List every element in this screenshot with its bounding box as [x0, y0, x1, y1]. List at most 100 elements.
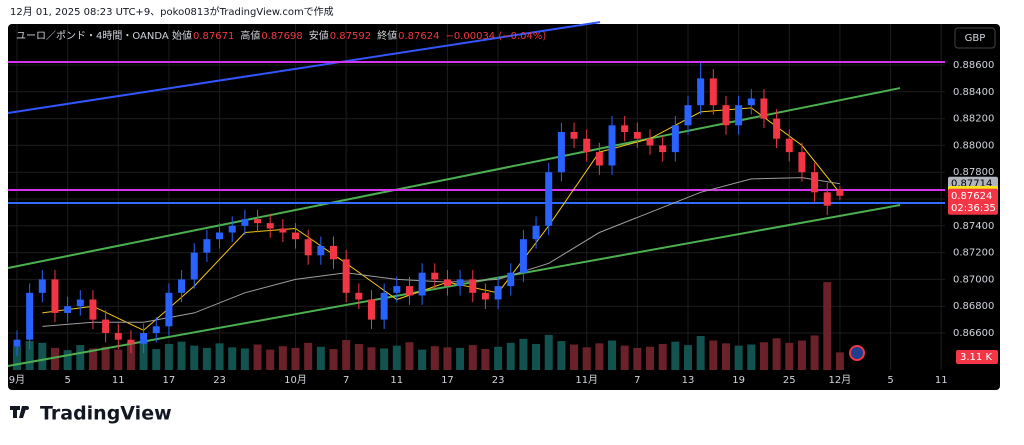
candle-body [355, 292, 363, 300]
volume-bar [50, 347, 59, 370]
currency[interactable]: GBP [965, 33, 986, 44]
x-tick-label: 17 [441, 375, 454, 386]
volume-bar [608, 340, 617, 370]
candle-body [443, 279, 451, 287]
candle-body [785, 138, 793, 153]
slow-ma-tag: 0.87714 [951, 179, 992, 190]
x-tick-label: 7 [343, 375, 349, 386]
candle-body [545, 172, 553, 226]
volume-bar [76, 345, 85, 370]
volume-bar [342, 339, 351, 370]
volume-bar [177, 341, 186, 370]
candle-body [418, 272, 426, 296]
y-tick-label: 0.87000 [953, 274, 994, 285]
volume-bar [114, 349, 123, 370]
volume-bar [228, 347, 237, 370]
x-tick-label: 17 [163, 375, 176, 386]
x-tick-label: 23 [213, 375, 226, 386]
candle-body [747, 98, 755, 106]
ohlc-label: 終値 [377, 29, 397, 42]
volume-bar [734, 345, 743, 370]
volume-bar [772, 338, 781, 370]
volume-bar [278, 346, 287, 370]
volume-bar [304, 342, 313, 370]
volume-bar [190, 345, 199, 370]
y-tick-label: 0.87400 [953, 221, 994, 232]
candle-body [671, 125, 679, 153]
volume-bar [63, 350, 72, 370]
candle-body [330, 245, 338, 260]
candle-body [102, 319, 110, 334]
volume-bar [405, 342, 414, 370]
volume-bar [380, 348, 389, 370]
trend-line [7, 87, 901, 270]
volume-bar [646, 346, 655, 370]
candle-body [570, 132, 578, 139]
candle-body [481, 292, 489, 300]
symbol: ユーロ／ポンド・4時間・OANDA [16, 30, 169, 42]
volume-bar [291, 347, 300, 370]
volume-bar [671, 341, 680, 370]
volume-bar [633, 347, 642, 370]
volume-bar [823, 282, 832, 370]
candle-body [292, 232, 300, 240]
candle-body [836, 189, 844, 196]
x-tick-label: 9月 [9, 374, 25, 386]
candle-body [583, 138, 591, 153]
x-tick-label: 11 [935, 375, 948, 386]
x-tick-label: 11 [112, 375, 125, 386]
volume-bar [785, 342, 794, 370]
volume-bar [202, 347, 211, 370]
candle-body [380, 292, 388, 320]
ohlc-value: 0.87671 [193, 31, 234, 42]
countdown: 02:36:35 [951, 203, 996, 214]
volume-bar [696, 336, 705, 370]
candle-body [279, 228, 287, 233]
candle-body [127, 339, 135, 344]
candle-body [735, 105, 743, 126]
last-price-tag: 0.87624 [951, 191, 992, 202]
candle-body [456, 279, 464, 287]
trend-line [7, 21, 601, 114]
candle-body [684, 105, 692, 126]
volume-bar [456, 347, 465, 370]
logo [10, 406, 30, 418]
candle-body [317, 245, 325, 256]
volume-bar [152, 349, 161, 370]
candle-body [140, 333, 148, 344]
candle-body [342, 259, 350, 293]
volume-bar [683, 345, 692, 370]
candle-body [823, 192, 831, 206]
y-tick-label: 0.87800 [953, 167, 994, 178]
candle-body [760, 98, 768, 119]
volume-bar [468, 345, 477, 370]
volume-bar [557, 341, 566, 370]
candle-body [532, 225, 540, 240]
volume-bar [481, 349, 490, 370]
volume-bar [570, 344, 579, 370]
y-tick-label: 0.87200 [953, 248, 994, 259]
candle-body [697, 78, 705, 106]
candle-body [633, 132, 641, 139]
x-tick-label: 25 [783, 375, 796, 386]
volume-bar [240, 348, 249, 370]
candle-body [595, 152, 603, 166]
ohlc-value: 0.87592 [330, 31, 371, 42]
x-tick-label: 11月 [575, 374, 598, 386]
ohlc-label: 高値 [240, 29, 260, 42]
replay-icon[interactable] [849, 345, 865, 361]
volume-bar [582, 347, 591, 370]
candle-body [51, 279, 59, 313]
candle-body [367, 299, 375, 320]
volume-bar [215, 343, 224, 370]
volume-bar [709, 340, 718, 370]
x-tick-label: 12月 [829, 374, 852, 386]
candle-body [165, 292, 173, 327]
candle-body [254, 219, 262, 224]
candle-body [26, 292, 34, 340]
currency-button[interactable] [954, 27, 996, 49]
candle-body [13, 339, 21, 347]
volume-bar [721, 343, 730, 370]
volume-bar [12, 346, 21, 370]
